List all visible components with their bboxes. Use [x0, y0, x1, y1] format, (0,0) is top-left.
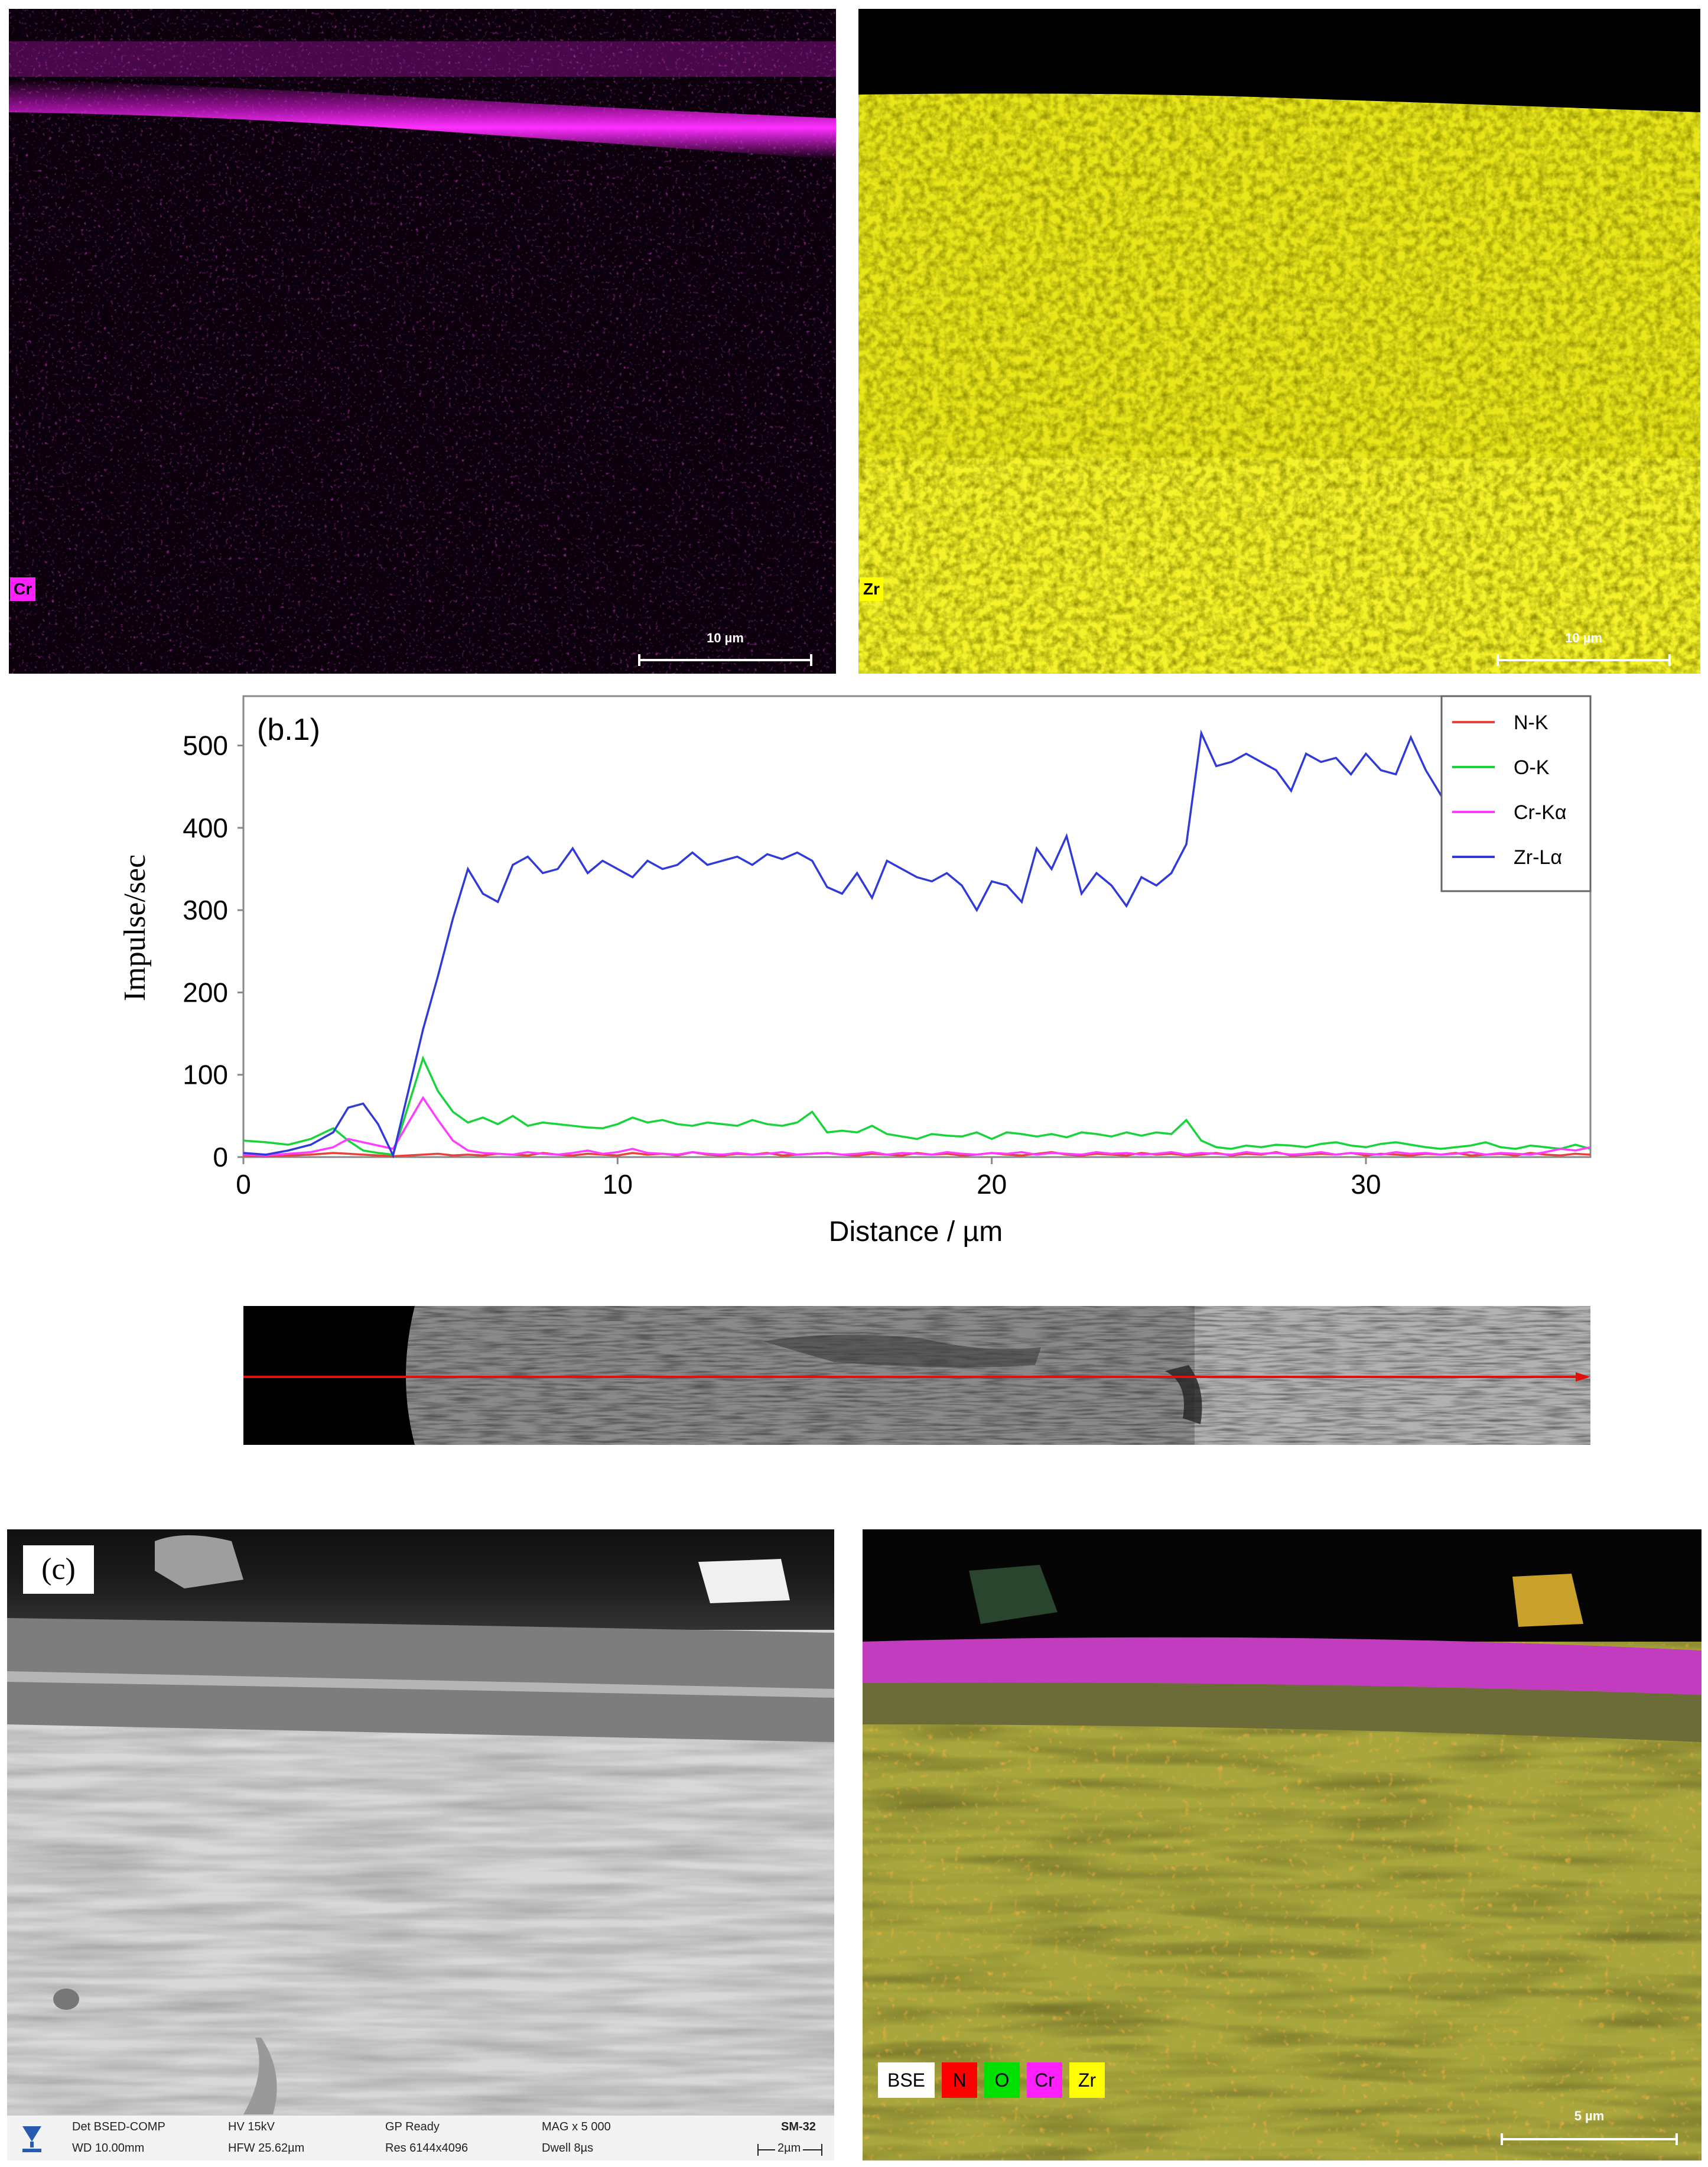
overlay-legend-bse: BSE	[878, 2062, 935, 2098]
x-tick-label: 0	[236, 1169, 251, 1200]
arrow-head-icon	[1576, 1372, 1590, 1382]
cr-scale-bar: 10 µm	[638, 631, 812, 666]
legend-label: O-K	[1514, 756, 1550, 779]
scan-strip-svg	[243, 1306, 1590, 1445]
meta-det: Det BSED-COMP	[72, 2120, 165, 2133]
meta-scale-bar: 2µm	[757, 2142, 822, 2157]
series-line-Cr-Kα	[243, 1096, 1591, 1156]
meta-dwell: Dwell 8µs	[542, 2142, 594, 2155]
chart-legend: N-K O-K Cr-Kα Zr-Lα	[1440, 695, 1592, 892]
overlay-legend-zr: Zr	[1069, 2062, 1105, 2098]
legend-label: N-K	[1514, 711, 1548, 734]
y-tick-label: 0	[213, 1142, 228, 1172]
legend-label: Zr-Lα	[1514, 846, 1562, 869]
meta-sample: SM-32	[781, 2120, 816, 2133]
zr-scale-bar: 10 µm	[1496, 631, 1671, 666]
meta-res: Res 6144x4096	[385, 2142, 469, 2155]
y-tick-label: 100	[183, 1060, 228, 1090]
overlay-scale-bar: 5 µm	[1501, 2108, 1678, 2145]
y-axis-ticks: 0 100 200 300 400 500	[183, 730, 243, 1172]
overlay-map-panel: BSE N O Cr Zr 5 µm	[863, 1529, 1702, 2160]
overlay-legend-n: N	[942, 2062, 977, 2098]
series-line-O-K	[243, 1055, 1591, 1156]
x-tick-label: 30	[1351, 1169, 1381, 1200]
y-axis-label: Impulse/sec	[118, 855, 152, 1001]
cr-label: Cr	[10, 577, 36, 601]
cr-map-image	[9, 9, 836, 674]
overlay-legend-cr: Cr	[1027, 2062, 1062, 2098]
meta-gp: GP Ready	[385, 2120, 440, 2133]
panel-label: (b.1)	[257, 713, 320, 747]
bse-image	[7, 1529, 834, 2114]
zr-element-map: Zr 10 µm	[858, 9, 1700, 674]
plot-frame	[242, 695, 1592, 1158]
meta-scale-label: 2µm	[775, 2142, 803, 2155]
x-tick-label: 20	[977, 1169, 1007, 1200]
overlay-legend-o: O	[984, 2062, 1020, 2098]
scan-strip-image	[243, 1306, 1590, 1445]
legend-label: Cr-Kα	[1514, 801, 1567, 824]
overlay-map-image	[863, 1529, 1702, 2160]
zr-map-image	[858, 9, 1700, 674]
meta-wd: WD 10.00mm	[72, 2142, 145, 2155]
series-lines	[243, 717, 1592, 1159]
meta-hv: HV 15kV	[228, 2120, 275, 2133]
y-tick-label: 500	[183, 730, 228, 761]
overlay-scale-label: 5 µm	[1574, 2108, 1605, 2123]
detector-icon	[22, 2126, 41, 2152]
y-tick-label: 400	[183, 813, 228, 843]
x-tick-label: 10	[603, 1169, 633, 1200]
cr-element-map: Cr 10 µm	[9, 9, 836, 674]
zr-label: Zr	[860, 577, 883, 601]
x-axis-ticks: 0 10 20 30	[236, 1157, 1381, 1200]
cr-scale-label: 10 µm	[707, 631, 744, 645]
x-axis-label: Distance / µm	[829, 1216, 1003, 1247]
bse-image-panel: (c) Det BSED-COMP WD 10.00mm HV 15kV HFW…	[7, 1529, 834, 2160]
sem-metadata-bar: Det BSED-COMP WD 10.00mm HV 15kV HFW 25.…	[7, 2114, 834, 2160]
y-tick-label: 200	[183, 977, 228, 1008]
zr-scale-label: 10 µm	[1565, 631, 1602, 645]
y-tick-label: 300	[183, 895, 228, 925]
bse-panel-label: (c)	[23, 1545, 94, 1594]
meta-mag: MAG x 5 000	[542, 2120, 611, 2133]
meta-hfw: HFW 25.62µm	[228, 2142, 305, 2155]
line-scan-chart: 0 100 200 300 400 500 0 10 20 30 (b.1) Impulse/s…	[118, 695, 1592, 1247]
series-line-Zr-Lα	[243, 717, 1592, 1159]
